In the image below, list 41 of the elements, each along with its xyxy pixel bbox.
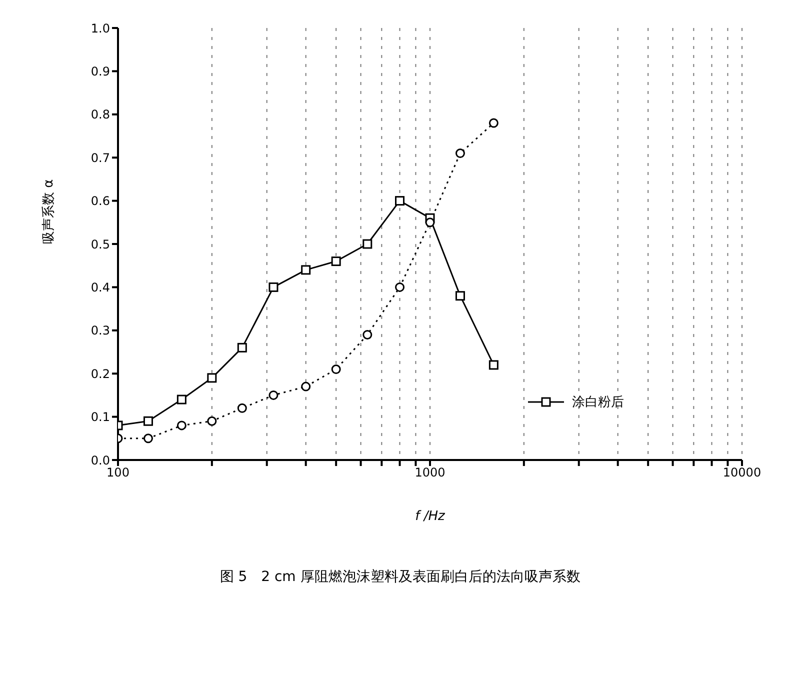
y-axis-title: 吸声系数 α [42, 179, 57, 244]
y-tick-label: 0.3 [90, 324, 110, 338]
y-tick-label: 0.8 [90, 108, 110, 122]
point [425, 218, 435, 228]
point [268, 282, 278, 292]
y-tick-label: 0.7 [90, 150, 110, 165]
point [143, 416, 153, 426]
x-tick-label: 100 [106, 466, 130, 480]
caption: 图 5 2 cm 厚阻燃泡沫塑料及表面刷白后的法向吸声系数 [218, 568, 582, 586]
y-tick-label: 0.5 [90, 237, 110, 252]
point [395, 282, 405, 292]
point [362, 239, 372, 249]
point [207, 373, 217, 383]
point [488, 118, 498, 128]
y-tick-label: 1.0 [90, 21, 110, 36]
legend-label: 涂白粉后 [572, 394, 624, 411]
point [237, 403, 247, 413]
point [268, 390, 278, 400]
point [362, 330, 372, 340]
y-tick-label: 0.2 [90, 366, 110, 381]
point [237, 342, 247, 352]
point [395, 196, 405, 206]
y-tick-label: 0.1 [90, 410, 110, 424]
point [331, 256, 341, 266]
point [331, 364, 341, 374]
y-tick-label: 0.6 [90, 194, 110, 208]
y-tick-label: 0.9 [90, 64, 110, 78]
point [488, 360, 498, 370]
y-tick-label: 0.0 [90, 453, 110, 468]
point [301, 265, 311, 275]
point [301, 382, 311, 392]
point [455, 148, 465, 158]
y-tick-label: 0.4 [90, 280, 110, 294]
point [176, 394, 186, 404]
point [143, 434, 153, 444]
x-tick-label: 10000 [722, 466, 762, 480]
point [207, 416, 217, 426]
point [455, 291, 465, 301]
x-tick-label: 1000 [414, 466, 446, 480]
x-axis-title: f /Hz [415, 509, 446, 524]
point [176, 420, 186, 430]
